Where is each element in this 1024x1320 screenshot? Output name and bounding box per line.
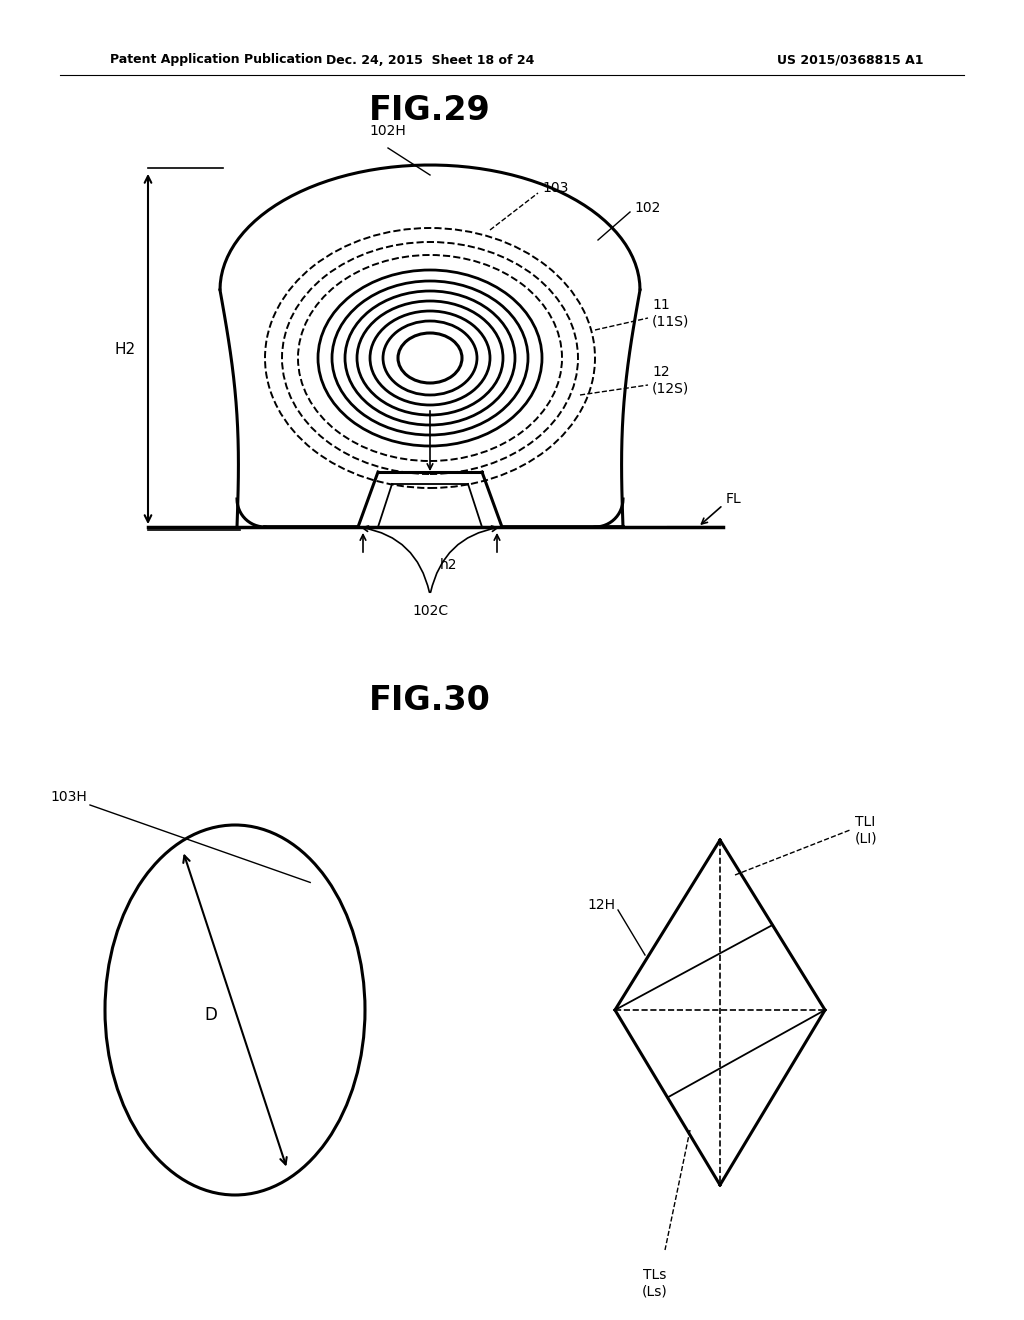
Text: h2: h2 [440, 558, 458, 572]
Ellipse shape [398, 333, 462, 383]
Text: FL: FL [726, 492, 741, 506]
Text: 103H: 103H [50, 789, 87, 804]
Text: Dec. 24, 2015  Sheet 18 of 24: Dec. 24, 2015 Sheet 18 of 24 [326, 54, 535, 66]
Text: 102C: 102C [412, 605, 449, 618]
Text: 103: 103 [542, 181, 568, 195]
Text: H2: H2 [115, 342, 136, 356]
Text: TLI
(LI): TLI (LI) [855, 814, 878, 845]
Text: Patent Application Publication: Patent Application Publication [110, 54, 323, 66]
Text: D: D [204, 1006, 217, 1024]
Text: FIG.30: FIG.30 [369, 684, 490, 717]
Text: TLs
(Ls): TLs (Ls) [642, 1269, 668, 1298]
Text: 12H: 12H [587, 898, 615, 912]
Text: US 2015/0368815 A1: US 2015/0368815 A1 [777, 54, 924, 66]
Text: 11
(11S): 11 (11S) [652, 298, 689, 329]
Text: 102H: 102H [370, 124, 407, 139]
Text: FIG.29: FIG.29 [369, 94, 490, 127]
Text: 12
(12S): 12 (12S) [652, 364, 689, 395]
Text: 102: 102 [634, 201, 660, 215]
